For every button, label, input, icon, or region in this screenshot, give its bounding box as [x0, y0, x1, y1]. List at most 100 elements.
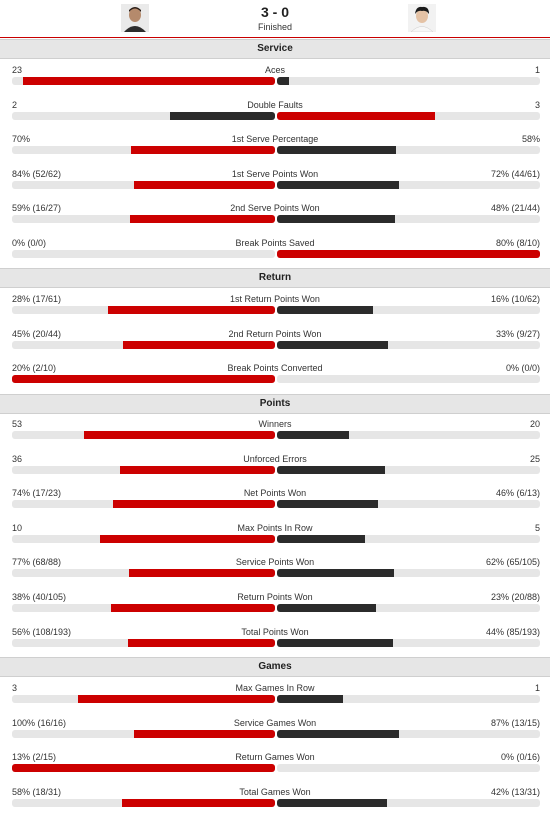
stat-bar-left	[134, 181, 275, 189]
match-status: Finished	[257, 22, 293, 32]
stat-left-value: 74% (17/23)	[12, 488, 62, 498]
stat-bar-track-left	[12, 466, 275, 474]
stat-right-value: 72% (44/61)	[490, 169, 540, 179]
stat-row: Double Faults 2 3	[0, 99, 550, 127]
stat-bar-right	[277, 695, 343, 703]
stat-bar-right	[277, 466, 385, 474]
player1-photo-icon	[121, 4, 149, 32]
stat-bar-track-right	[277, 500, 540, 508]
stat-bar-left	[128, 639, 275, 647]
stat-row: Total Games Won 58% (18/31) 42% (13/31)	[0, 786, 550, 814]
stat-left-value: 56% (108/193)	[12, 627, 72, 637]
stat-bar-left	[12, 764, 275, 772]
stat-row: Max Games In Row 3 1	[0, 682, 550, 710]
stat-bar-track-left	[12, 215, 275, 223]
stat-bar-track-left	[12, 431, 275, 439]
stat-left-value: 58% (18/31)	[12, 787, 62, 797]
stat-bar-left	[23, 77, 275, 85]
stat-left-value: 100% (16/16)	[12, 718, 67, 728]
stat-right-value: 87% (13/15)	[490, 718, 540, 728]
stat-bar-right	[277, 77, 289, 85]
stat-bar-track-right	[277, 764, 540, 772]
stat-left-value: 77% (68/88)	[12, 557, 62, 567]
stat-label: Unforced Errors	[243, 454, 307, 464]
stat-right-value: 80% (8/10)	[495, 238, 540, 248]
player2-avatar[interactable]	[408, 4, 436, 32]
stat-bar-right	[277, 146, 396, 154]
stat-row: Total Points Won 56% (108/193) 44% (85/193…	[0, 626, 550, 654]
stat-bar-right	[277, 535, 365, 543]
stat-bar-track-left	[12, 604, 275, 612]
section-header-points: Points	[0, 394, 550, 414]
stat-label: Max Points In Row	[237, 523, 313, 533]
stat-left-value: 36	[12, 454, 23, 464]
stat-row: 1st Serve Percentage 70% 58%	[0, 133, 550, 161]
stat-left-value: 70%	[12, 134, 31, 144]
stat-bar-right	[277, 639, 393, 647]
stat-bar-left	[84, 431, 275, 439]
stat-bar-track-left	[12, 250, 275, 258]
stat-right-value: 20	[529, 419, 540, 429]
stat-bar-track-left	[12, 639, 275, 647]
stat-bar-track-left	[12, 799, 275, 807]
stat-bar-left	[122, 799, 275, 807]
stat-label: Break Points Converted	[227, 363, 323, 373]
stat-bar-track-left	[12, 181, 275, 189]
stat-bar-track-right	[277, 535, 540, 543]
stat-bar-track-right	[277, 112, 540, 120]
stat-bar-track-right	[277, 215, 540, 223]
stat-bar-right	[277, 569, 394, 577]
stat-row: 1st Serve Points Won 84% (52/62) 72% (44/6…	[0, 168, 550, 196]
stat-bar-track-left	[12, 730, 275, 738]
stat-bar-track-right	[277, 431, 540, 439]
stat-right-value: 23% (20/88)	[490, 592, 540, 602]
stat-bar-track-left	[12, 375, 275, 383]
stat-label: Total Points Won	[241, 627, 309, 637]
stat-left-value: 84% (52/62)	[12, 169, 62, 179]
stat-label: Winners	[258, 419, 292, 429]
stat-bar-left	[100, 535, 275, 543]
stat-bar-track-right	[277, 639, 540, 647]
stat-bar-left	[131, 146, 275, 154]
match-score: 3 - 0	[260, 4, 289, 20]
stat-label: Net Points Won	[243, 488, 307, 498]
stat-right-value: 44% (85/193)	[485, 627, 540, 637]
stat-label: Aces	[264, 65, 285, 75]
stat-bar-track-right	[277, 799, 540, 807]
stat-bar-track-right	[277, 604, 540, 612]
stat-left-value: 28% (17/61)	[12, 294, 62, 304]
stat-label: Break Points Saved	[235, 238, 315, 248]
stat-bar-track-left	[12, 569, 275, 577]
stat-bar-left	[170, 112, 275, 120]
stat-label: Return Points Won	[237, 592, 313, 602]
stat-right-value: 3	[534, 100, 540, 110]
stat-bar-track-right	[277, 375, 540, 383]
stat-right-value: 25	[529, 454, 540, 464]
stat-right-value: 48% (21/44)	[490, 203, 540, 213]
stat-bar-track-right	[277, 695, 540, 703]
stat-bar-track-left	[12, 535, 275, 543]
section-header-games: Games	[0, 657, 550, 677]
player2-photo-icon	[408, 4, 436, 32]
player1-avatar[interactable]	[121, 4, 149, 32]
stat-bar-right	[277, 215, 395, 223]
stat-left-value: 0% (0/0)	[12, 238, 47, 248]
stat-bar-right	[277, 306, 373, 314]
stat-row: Net Points Won 74% (17/23) 46% (6/13)	[0, 487, 550, 515]
stat-bar-left	[130, 215, 275, 223]
match-header: 3 - 0 Finished	[0, 0, 550, 38]
stat-left-value: 23	[12, 65, 23, 75]
stat-label: Total Games Won	[239, 787, 311, 797]
stat-bar-right	[277, 112, 435, 120]
stat-label: 1st Serve Percentage	[231, 134, 319, 144]
stat-bar-track-right	[277, 466, 540, 474]
stat-bar-track-right	[277, 77, 540, 85]
stat-label: Double Faults	[247, 100, 303, 110]
stat-bar-track-right	[277, 146, 540, 154]
stat-row: Service Points Won 77% (68/88) 62% (65/105…	[0, 556, 550, 584]
stat-bar-left	[108, 306, 275, 314]
stat-left-value: 2	[12, 100, 18, 110]
stat-right-value: 0% (0/0)	[505, 363, 540, 373]
stat-bar-right	[277, 250, 540, 258]
section-header-return: Return	[0, 268, 550, 288]
